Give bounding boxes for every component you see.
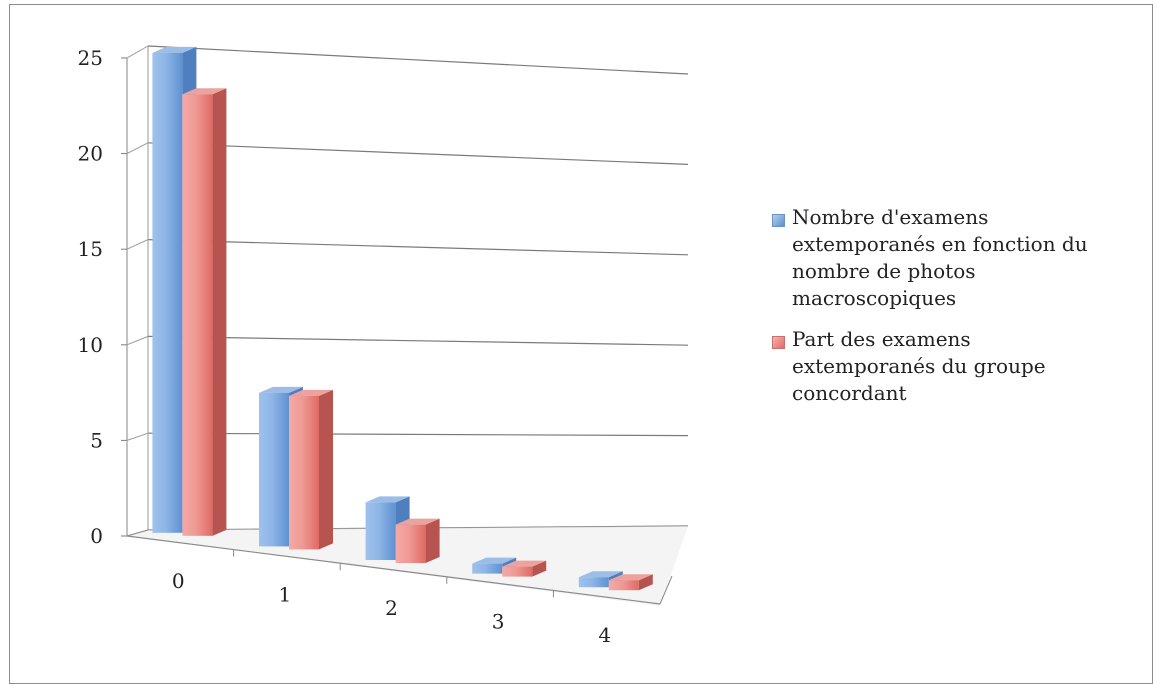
x-tick-label-4: 4 bbox=[598, 623, 611, 647]
gridline-15 bbox=[147, 239, 689, 256]
gridline-10 bbox=[147, 335, 689, 346]
x-axis-front bbox=[126, 535, 661, 605]
x-tick-label-1: 1 bbox=[279, 582, 292, 606]
legend: Nombre d'examens extemporanés en fonctio… bbox=[772, 204, 1102, 421]
gridline-5 bbox=[147, 432, 689, 437]
legend-label-series-2: Part des examens extemporanés du groupe … bbox=[792, 327, 1046, 405]
gridline-connector-20 bbox=[126, 142, 149, 155]
y-tick-label-10: 10 bbox=[78, 333, 103, 357]
gridline-connector-15 bbox=[126, 239, 149, 250]
bar-top bbox=[152, 46, 197, 53]
bar-front bbox=[182, 94, 213, 536]
legend-item-series-2: Part des examens extemporanés du groupe … bbox=[772, 326, 1102, 407]
bar-front bbox=[258, 392, 289, 547]
bar-top bbox=[182, 88, 227, 95]
bar-top bbox=[472, 557, 517, 564]
bar-0-series-2 bbox=[182, 88, 227, 536]
bar-top bbox=[365, 496, 410, 503]
x-axis-corner bbox=[126, 529, 149, 537]
legend-swatch-red bbox=[772, 336, 785, 349]
y-tick-label-15: 15 bbox=[78, 237, 103, 261]
x-tick-label-2: 2 bbox=[385, 596, 398, 620]
gridline-connector-10 bbox=[126, 335, 149, 346]
bar-top bbox=[608, 574, 653, 581]
bar-front bbox=[502, 566, 533, 577]
bar-1-series-2 bbox=[288, 389, 333, 550]
bar-top bbox=[288, 389, 333, 396]
legend-label-series-1: Nombre d'examens extemporanés en fonctio… bbox=[792, 205, 1088, 310]
y-tick-label-5: 5 bbox=[90, 428, 103, 452]
legend-item-series-1: Nombre d'examens extemporanés en fonctio… bbox=[772, 204, 1102, 312]
gridline-20 bbox=[147, 142, 689, 165]
bar-side bbox=[425, 518, 440, 564]
bar-side bbox=[212, 88, 227, 536]
bar-front bbox=[578, 577, 609, 588]
legend-swatch-blue bbox=[772, 214, 785, 227]
bar-2-series-2 bbox=[395, 518, 440, 564]
bar-front bbox=[608, 580, 639, 591]
x-tick-label-3: 3 bbox=[492, 610, 505, 634]
bar-top bbox=[578, 571, 623, 578]
bar-top bbox=[502, 560, 547, 567]
y-tick-label-25: 25 bbox=[78, 46, 103, 70]
bar-side bbox=[318, 389, 333, 550]
bar-3-series-2 bbox=[502, 560, 547, 577]
tick-labels: 0 5 10 15 20 25 0 1 2 3 4 bbox=[78, 46, 612, 647]
gridline-25 bbox=[147, 45, 689, 75]
bar-front bbox=[472, 563, 503, 574]
bars bbox=[152, 46, 653, 591]
y-tick-label-0: 0 bbox=[90, 524, 103, 548]
bar-top bbox=[258, 386, 303, 393]
bar-front bbox=[395, 524, 426, 564]
bar-side bbox=[532, 560, 547, 577]
bar-front bbox=[365, 502, 396, 561]
gridline-connector-5 bbox=[126, 432, 149, 441]
y-tick-label-20: 20 bbox=[78, 142, 103, 166]
bar-side bbox=[638, 574, 653, 591]
bar-front bbox=[152, 52, 183, 533]
bar-front bbox=[288, 395, 319, 550]
x-tick-label-0: 0 bbox=[172, 569, 185, 593]
gridline-connector-25 bbox=[126, 45, 149, 59]
bar-top bbox=[395, 518, 440, 525]
bar-4-series-2 bbox=[608, 574, 653, 591]
x-axis-end bbox=[659, 575, 673, 605]
